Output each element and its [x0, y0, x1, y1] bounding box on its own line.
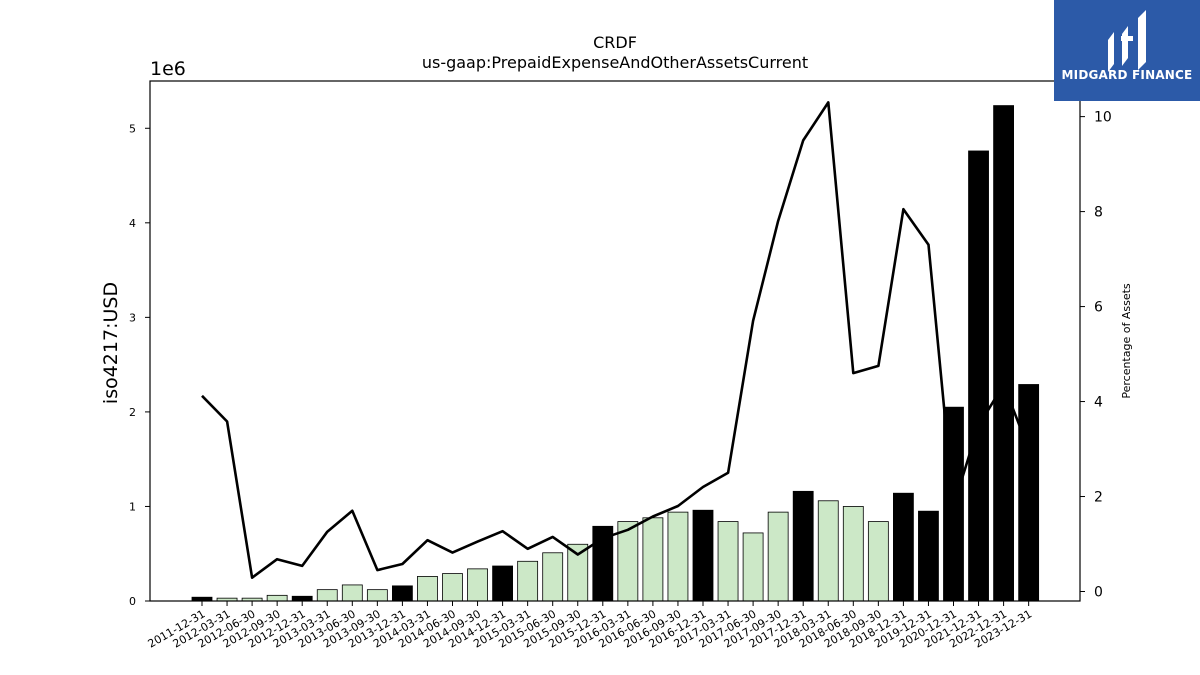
bar-2018-12-31 [893, 492, 914, 602]
x-ticks-group: 2011-12-312012-03-312012-06-302012-09-30… [146, 601, 1034, 651]
y-tick-label: 2 [129, 406, 136, 419]
y-axis-label: iso4217:USD [100, 282, 122, 404]
bar-2017-06-30 [742, 532, 764, 602]
bar-2014-09-30 [467, 568, 488, 602]
y2-axis-label: Percentage of Assets [1120, 283, 1133, 399]
bar-2017-03-31 [717, 521, 739, 602]
y2-tick-label: 6 [1094, 300, 1103, 316]
bar-2017-12-31 [792, 490, 814, 602]
bar-2018-09-30 [867, 521, 889, 602]
bar-2015-06-30 [542, 552, 564, 602]
y2-tick-label: 4 [1094, 395, 1103, 411]
bar-2014-12-31 [492, 565, 514, 602]
bar-2012-09-30 [266, 594, 288, 602]
y2-tick-label: 2 [1094, 490, 1103, 506]
bar-2016-06-30 [642, 517, 664, 602]
chart-subtitle: us-gaap:PrepaidExpenseAndOtherAssetsCurr… [422, 53, 808, 72]
y2-tick-label: 0 [1094, 585, 1103, 601]
bar-2023-12-31 [1018, 384, 1040, 602]
chart-title: CRDF [593, 33, 637, 52]
bar-2016-09-30 [667, 511, 689, 602]
line-group [201, 101, 1030, 580]
bar-2015-09-30 [567, 543, 589, 602]
bar-2019-12-31 [918, 510, 939, 602]
y2-ticks-group: 0 2 4 6 8 10 [1080, 110, 1112, 601]
y2-tick-label: 10 [1094, 110, 1112, 126]
bar-2021-12-31 [968, 150, 989, 602]
bar-2022-12-31 [993, 105, 1014, 602]
plot-frame [149, 80, 1081, 602]
bar-2013-03-31 [316, 589, 338, 602]
bar-2012-12-31 [291, 595, 313, 602]
bar-2017-09-30 [767, 511, 789, 602]
bar-2014-06-30 [442, 573, 463, 602]
bar-2013-12-31 [391, 585, 413, 602]
bars-group [191, 105, 1040, 602]
y-tick-label: 0 [129, 595, 136, 608]
y-tick-label: 3 [129, 311, 136, 324]
y-ticks-group: 0 1 2 3 4 5 [129, 122, 150, 608]
y-tick-label: 5 [129, 122, 136, 135]
bar-2018-03-31 [817, 500, 839, 602]
bar-2018-06-30 [842, 506, 864, 602]
logo-icon [1108, 10, 1146, 72]
y-tick-label: 1 [129, 500, 136, 513]
bar-2013-09-30 [366, 589, 388, 602]
bar-2014-03-31 [417, 576, 438, 602]
logo-text: MIDGARD FINANCE [1061, 68, 1193, 82]
logo: MIDGARD FINANCE [1054, 0, 1200, 101]
y-offset-label: 1e6 [150, 58, 186, 80]
bar-2016-12-31 [692, 509, 714, 602]
y-tick-label: 4 [129, 217, 136, 230]
percentage-line [201, 101, 1030, 580]
bar-2013-06-30 [341, 584, 363, 602]
bar-2015-03-31 [517, 560, 539, 602]
y2-tick-label: 8 [1094, 205, 1103, 221]
